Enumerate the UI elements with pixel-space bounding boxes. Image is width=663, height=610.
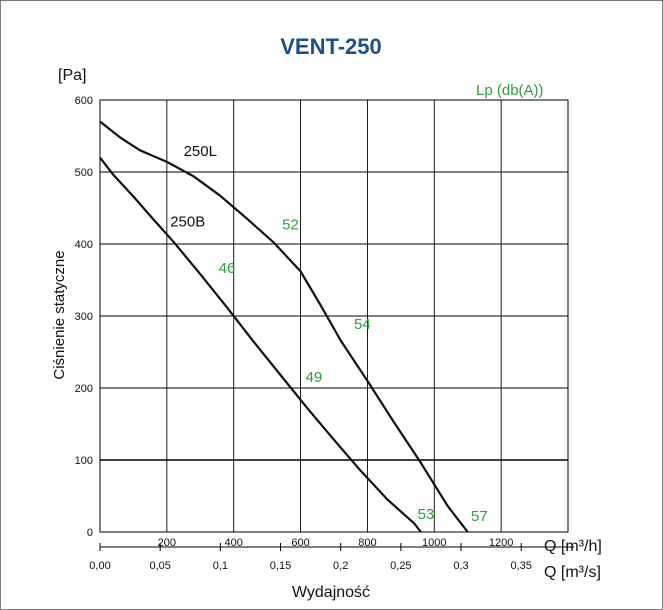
y-tick-label: 200 xyxy=(75,383,93,395)
sound-level-value: 46 xyxy=(219,260,236,277)
y-tick-label: 600 xyxy=(75,95,93,107)
x-tick-label: 1200 xyxy=(489,537,513,549)
series-label-250B: 250B xyxy=(170,214,205,231)
x2-tick-label: 0,05 xyxy=(149,560,170,572)
x2-tick-label: 0,2 xyxy=(333,560,348,572)
y-axis-label: Ciśnienie statyczne xyxy=(51,250,68,379)
sound-level-label: Lp (db(A)) xyxy=(476,82,544,99)
y-tick-label: 100 xyxy=(75,455,93,467)
x-axis-secondary: 0,00 0,05 0,1 0,15 0,2 0,25 0,3 0,35 xyxy=(89,543,574,572)
sound-level-value: 54 xyxy=(354,316,371,333)
x-tick-label: 800 xyxy=(358,537,376,549)
annotations: 52 46 54 49 53 57 xyxy=(219,217,488,526)
x2-tick-label: 0,35 xyxy=(510,560,531,572)
x-axis-label: Wydajność xyxy=(292,584,370,601)
series-label-250L: 250L xyxy=(184,143,217,160)
x2-tick-label: 0,00 xyxy=(89,560,110,572)
x-tick-label: 1000 xyxy=(422,537,446,549)
sound-level-value: 49 xyxy=(306,369,323,386)
y-tick-label: 0 xyxy=(87,527,93,539)
x-tick-label: 400 xyxy=(225,537,243,549)
x2-tick-label: 0,1 xyxy=(213,560,228,572)
chart-title: VENT-250 xyxy=(280,34,382,59)
sound-level-value: 53 xyxy=(418,506,435,523)
x-unit-secondary-label: Q [m³/s] xyxy=(544,564,601,581)
x-axis-primary: 200 400 600 800 1000 1200 xyxy=(158,537,514,549)
sound-level-value: 57 xyxy=(471,508,488,525)
y-tick-label: 300 xyxy=(75,311,93,323)
y-unit-label: [Pa] xyxy=(58,67,86,84)
y-tick-label: 400 xyxy=(75,239,93,251)
sound-level-value: 52 xyxy=(282,217,299,234)
series-line-250L xyxy=(99,120,469,533)
x2-tick-label: 0,3 xyxy=(453,560,468,572)
y-tick-label: 500 xyxy=(75,167,93,179)
x2-tick-label: 0,25 xyxy=(390,560,411,572)
series-line-250B xyxy=(99,156,422,533)
x-tick-label: 600 xyxy=(291,537,309,549)
y-axis: 0 100 200 300 400 500 600 xyxy=(75,95,93,539)
x-tick-label: 200 xyxy=(158,537,176,549)
curves: 250L 250B xyxy=(99,120,469,533)
x2-tick-label: 0,15 xyxy=(270,560,291,572)
